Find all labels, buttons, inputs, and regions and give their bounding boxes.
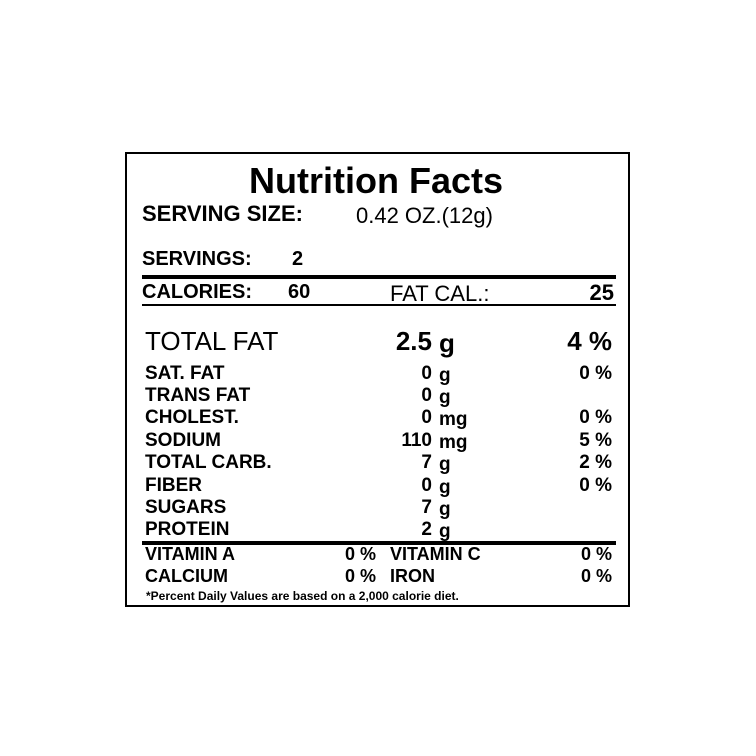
nutrient-unit: g [439, 364, 451, 386]
vitamin-name: VITAMIN A [145, 544, 235, 564]
nutrient-dv: 0 % [579, 474, 612, 496]
nutrient-dv: 0 % [579, 362, 612, 384]
nutrient-amount: 0 [421, 362, 432, 384]
nutrient-amount: 0 [421, 384, 432, 406]
nutrient-unit: g [439, 454, 451, 476]
vitamin-name: CALCIUM [145, 566, 228, 586]
vitamin-dv: 0 % [344, 566, 376, 586]
fat-calories-label: FAT CAL.: [390, 281, 490, 306]
nutrient-unit: g [439, 476, 451, 498]
nutrient-dv: 4 % [567, 326, 612, 356]
nutrient-unit: mg [439, 409, 468, 431]
nutrient-dv: 5 % [579, 429, 612, 451]
vitamin-dv: 0 % [580, 544, 612, 564]
servings-label: SERVINGS: [142, 248, 252, 270]
nutrient-name: TOTAL FAT [145, 326, 279, 356]
nutrient-unit: g [439, 521, 451, 543]
nutrient-name: SODIUM [145, 429, 221, 451]
nutrient-amount: 2 [421, 519, 432, 541]
thick-rule [142, 275, 616, 279]
title: Nutrition Facts [248, 160, 504, 201]
nutrient-amount: 110 [401, 429, 432, 451]
nutrient-name: SAT. FAT [145, 362, 225, 384]
calories-value: 60 [288, 281, 311, 303]
nutrient-name: TOTAL CARB. [145, 452, 272, 474]
calories-label: CALORIES: [142, 281, 252, 303]
footnote: *Percent Daily Values are based on a 2,0… [146, 589, 459, 603]
vitamin-name: VITAMIN C [390, 544, 481, 564]
nutrient-name: TRANS FAT [145, 384, 251, 406]
servings-value: 2 [292, 248, 304, 270]
nutrient-name: FIBER [145, 474, 202, 496]
serving-size-value: 0.42 OZ.(12g) [356, 203, 493, 228]
nutrient-amount: 2.5 [395, 326, 432, 356]
nutrient-amount: 0 [421, 407, 432, 429]
nutrient-unit: mg [439, 431, 468, 453]
thick-rule [142, 541, 616, 545]
nutrient-name: CHOLEST. [145, 407, 239, 429]
vitamin-dv: 0 % [580, 566, 612, 586]
rule [142, 304, 616, 306]
vitamin-dv: 0 % [344, 544, 376, 564]
nutrient-dv: 0 % [579, 407, 612, 429]
label-border [125, 152, 630, 607]
nutrient-amount: 0 [421, 474, 432, 496]
nutrient-unit: g [439, 328, 455, 358]
vitamin-name: IRON [390, 566, 435, 586]
serving-size-label: SERVING SIZE: [142, 201, 303, 226]
nutrient-unit: g [439, 498, 451, 520]
fat-calories-value: 25 [589, 280, 614, 305]
nutrient-unit: g [439, 386, 451, 408]
nutrient-name: SUGARS [145, 496, 227, 518]
nutrient-amount: 7 [421, 496, 432, 518]
nutrient-name: PROTEIN [145, 519, 230, 541]
nutrient-amount: 7 [421, 452, 432, 474]
nutrient-dv: 2 % [579, 452, 612, 474]
